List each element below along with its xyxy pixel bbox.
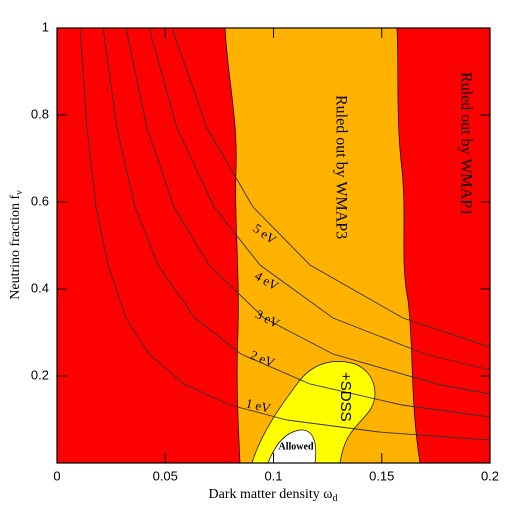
regions: [57, 28, 490, 463]
mass-curve: [148, 28, 490, 371]
mass-curve: [102, 28, 490, 418]
y-tick-label: 1: [42, 19, 49, 34]
x-axis-label: Dark matter density ωd: [209, 487, 338, 504]
y-tick-label: 0.4: [31, 280, 49, 295]
x-tick-label: 0.1: [264, 468, 282, 483]
mass-curve: [171, 28, 490, 348]
x-tick-label: 0: [53, 468, 60, 483]
y-tick-label: 0.6: [31, 193, 49, 208]
y-tick-label: 0.8: [31, 106, 49, 121]
y-tick-label: 0.2: [31, 367, 49, 382]
region-label: Ruled out by WMAP3: [332, 95, 349, 239]
x-tick-label: 0.05: [153, 468, 178, 483]
region-label: +SDSS: [337, 372, 354, 422]
region-label: Ruled out by WMAP1: [457, 72, 474, 216]
x-tick-label: 0.15: [369, 468, 394, 483]
region-label: Allowed: [279, 441, 314, 452]
y-axis-label-sub: ν: [14, 190, 25, 195]
region-sdss: [251, 361, 376, 463]
x-tick-label: 0.2: [481, 468, 499, 483]
x-axis-label-sub: d: [332, 493, 337, 504]
y-axis-label: Neutrino fraction fν: [8, 190, 25, 300]
mass-curve: [125, 28, 490, 395]
x-axis-label-text: Dark matter density ω: [209, 487, 333, 502]
curve-label: 1 eV: [244, 395, 272, 416]
mass-curve: [79, 28, 490, 441]
region-wmap3: [224, 28, 421, 463]
y-axis-label-text: Neutrino fraction f: [8, 194, 23, 299]
region-allowed: [267, 429, 317, 463]
